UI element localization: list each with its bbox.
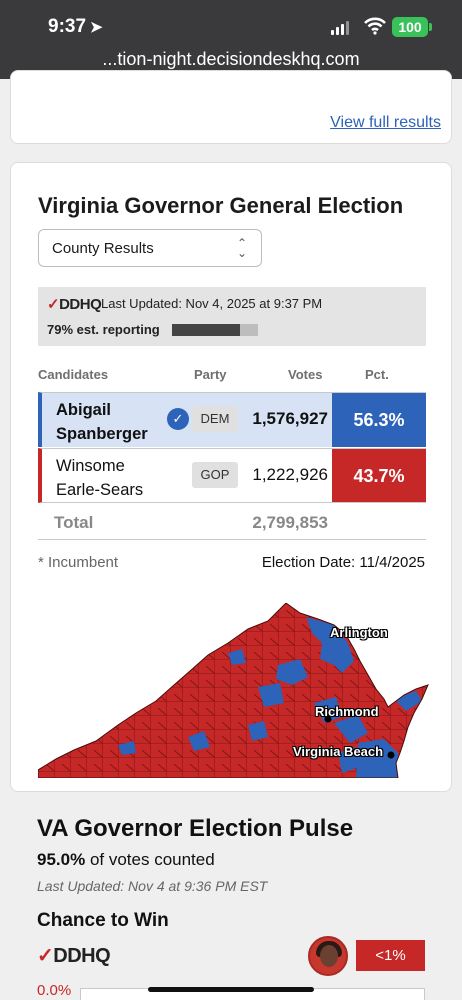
total-label: Total (54, 513, 94, 532)
county-results-map[interactable]: Arlington Richmond Virginia Beach (37, 602, 430, 779)
virginia-map-svg (37, 602, 429, 779)
reporting-progress-fill (172, 324, 240, 336)
col-header-candidates: Candidates (38, 367, 109, 382)
col-header-party: Party (194, 367, 227, 382)
total-votes: 2,799,853 (252, 513, 328, 532)
winner-check-icon: ✓ (167, 408, 189, 430)
candidate-avatar (308, 936, 348, 976)
location-arrow-icon: ➤ (90, 19, 103, 36)
avatar-face (320, 945, 338, 967)
candidate-row-dem[interactable]: Abigail Spanberger ✓ DEM 1,576,927 56.3% (38, 392, 426, 447)
browser-chrome: 9:37 ➤ 100 ...tion-night.decisiondeskhq.c… (0, 0, 462, 79)
home-indicator[interactable] (148, 987, 314, 992)
last-updated: Last Updated: Nov 4, 2025 at 9:37 PM (101, 296, 323, 311)
col-header-votes: Votes (288, 367, 323, 382)
results-view-dropdown[interactable]: County Results ⌃ ⌄ (38, 229, 262, 267)
candidate-name: Winsome Earle-Sears (56, 457, 144, 499)
party-badge: DEM (192, 406, 238, 432)
battery-indicator: 100 (392, 17, 432, 37)
candidate-name: Abigail Spanberger (56, 401, 148, 443)
ddhq-logo: ✓DDHQ (37, 945, 111, 967)
party-badge: GOP (192, 462, 238, 488)
incumbent-note: * Incumbent (38, 554, 119, 571)
updown-chevron-icon: ⌃ ⌄ (236, 236, 247, 260)
divider (38, 539, 426, 540)
pulse-last-updated: Last Updated: Nov 4 at 9:36 PM EST (37, 878, 268, 894)
chance-badge: <1% (356, 940, 425, 971)
candidate-votes: 1,222,926 (252, 465, 328, 484)
map-label-richmond: Richmond (315, 704, 379, 719)
dropdown-value: County Results (52, 240, 154, 257)
chance-axis-start: 0.0% (37, 982, 72, 999)
race-card: Virginia Governor General Election Count… (10, 162, 452, 792)
wifi-icon (364, 17, 386, 35)
chance-to-win-title: Chance to Win (37, 910, 169, 931)
col-header-pct: Pct. (365, 367, 389, 382)
previous-race-card: View full results (10, 70, 452, 144)
status-time: 9:37 ➤ (48, 16, 103, 37)
election-date: Election Date: 11/4/2025 (261, 554, 425, 571)
view-full-results-link[interactable]: View full results (330, 114, 441, 131)
candidate-votes: 1,576,927 (252, 409, 328, 428)
ddhq-logo: ✓DDHQ (47, 296, 102, 313)
candidate-pct: 43.7% (332, 449, 426, 502)
candidate-pct: 56.3% (332, 393, 426, 447)
update-info-box: ✓DDHQ Last Updated: Nov 4, 2025 at 9:37 … (38, 287, 426, 346)
reporting-progress-bar (172, 324, 258, 336)
votes-counted: 95.0% of votes counted (37, 850, 215, 869)
pulse-title: VA Governor Election Pulse (37, 815, 354, 842)
address-bar[interactable]: ...tion-night.decisiondeskhq.com (102, 49, 360, 69)
cellular-signal-icon (331, 19, 349, 35)
reporting-text: 79% est. reporting (47, 322, 160, 337)
map-label-virginia-beach: Virginia Beach (293, 744, 384, 759)
map-label-arlington: Arlington (330, 625, 388, 640)
race-title: Virginia Governor General Election (38, 193, 404, 218)
candidate-row-gop[interactable]: Winsome Earle-Sears GOP 1,222,926 43.7% (38, 448, 426, 503)
